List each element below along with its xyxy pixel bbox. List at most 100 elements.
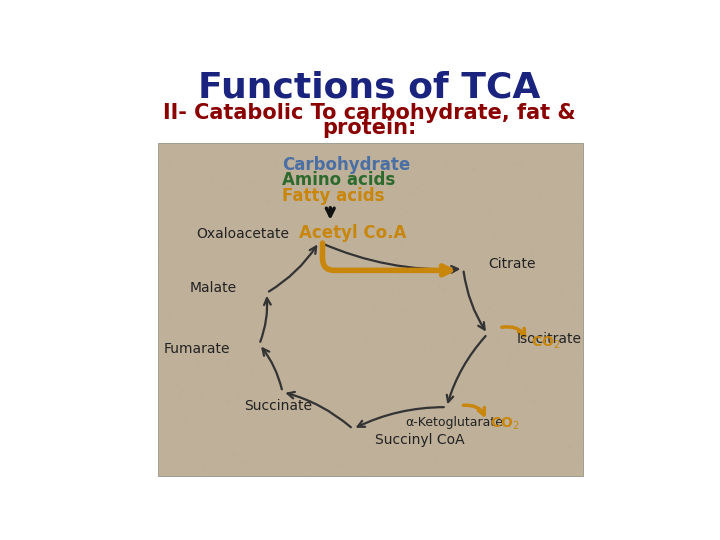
Bar <box>572 228 575 231</box>
Bar <box>376 412 378 414</box>
Bar <box>294 395 297 398</box>
Bar <box>243 429 246 431</box>
Bar <box>343 450 345 453</box>
Bar <box>201 404 203 406</box>
Bar <box>559 285 562 288</box>
Bar <box>377 175 380 177</box>
Bar <box>426 328 429 330</box>
Bar <box>202 281 204 284</box>
Bar <box>365 219 367 221</box>
Bar <box>251 444 253 447</box>
Bar <box>505 166 507 168</box>
Bar <box>539 177 541 179</box>
Bar <box>569 377 571 380</box>
Bar <box>433 207 435 210</box>
Bar <box>190 366 192 368</box>
Bar <box>379 289 382 292</box>
Bar <box>279 368 281 370</box>
Bar <box>435 275 438 278</box>
Bar <box>184 361 186 363</box>
Bar <box>487 252 489 254</box>
Bar <box>301 147 303 150</box>
Bar <box>168 276 171 279</box>
Bar <box>307 239 310 241</box>
Bar <box>422 295 425 298</box>
Bar <box>284 258 287 261</box>
Bar <box>477 183 480 185</box>
Bar <box>544 283 546 285</box>
Bar <box>194 175 196 178</box>
Bar <box>513 205 516 208</box>
Bar <box>409 192 411 194</box>
Bar <box>516 162 518 165</box>
Bar <box>483 435 485 437</box>
Bar <box>410 409 413 411</box>
Bar <box>423 322 426 325</box>
Bar <box>194 346 197 348</box>
Bar <box>345 357 347 360</box>
Bar <box>231 453 234 455</box>
Bar <box>542 431 544 434</box>
Bar <box>459 395 462 397</box>
Bar <box>338 330 340 332</box>
Bar <box>505 235 508 237</box>
Bar <box>488 446 491 448</box>
Bar <box>574 441 576 443</box>
Bar <box>324 286 326 288</box>
Bar <box>342 156 344 158</box>
Bar <box>343 251 345 253</box>
Bar <box>478 238 481 240</box>
Bar <box>328 366 330 368</box>
Bar <box>382 413 384 416</box>
Bar <box>479 423 481 426</box>
Bar <box>364 449 366 451</box>
Bar <box>229 174 231 176</box>
Bar <box>441 295 444 298</box>
Bar <box>329 226 332 229</box>
Bar <box>167 407 169 409</box>
Bar <box>206 239 208 241</box>
Bar <box>531 244 534 246</box>
Bar <box>210 296 212 298</box>
Bar <box>254 407 256 409</box>
Bar <box>329 233 331 235</box>
Bar <box>464 159 466 161</box>
Bar <box>339 407 342 409</box>
Bar <box>346 226 349 228</box>
Bar <box>441 211 444 213</box>
Bar <box>201 362 203 365</box>
Bar <box>198 474 201 476</box>
Bar <box>240 424 242 427</box>
Bar <box>532 294 535 296</box>
Bar <box>376 171 379 173</box>
Bar <box>448 193 451 195</box>
Bar <box>304 423 306 426</box>
Bar <box>189 302 191 305</box>
Bar <box>327 145 329 147</box>
Bar <box>357 230 359 232</box>
Bar <box>178 406 180 409</box>
Text: Malate: Malate <box>190 281 237 295</box>
Bar <box>561 259 564 261</box>
Bar <box>351 349 354 351</box>
Bar <box>492 186 495 188</box>
Bar <box>205 227 207 230</box>
Bar <box>410 256 412 258</box>
Bar <box>420 400 422 402</box>
Bar <box>348 232 351 234</box>
Bar <box>449 157 451 159</box>
Bar <box>519 355 522 357</box>
Bar <box>518 260 521 262</box>
Bar <box>212 408 215 410</box>
Bar <box>548 307 550 309</box>
Bar <box>343 280 345 282</box>
Bar <box>519 218 521 220</box>
Bar <box>395 148 397 151</box>
Bar <box>214 160 216 163</box>
Bar <box>373 355 375 357</box>
Bar <box>416 291 418 294</box>
Bar <box>279 194 282 197</box>
Bar <box>540 467 542 469</box>
Bar <box>347 257 349 260</box>
Bar <box>288 349 290 352</box>
